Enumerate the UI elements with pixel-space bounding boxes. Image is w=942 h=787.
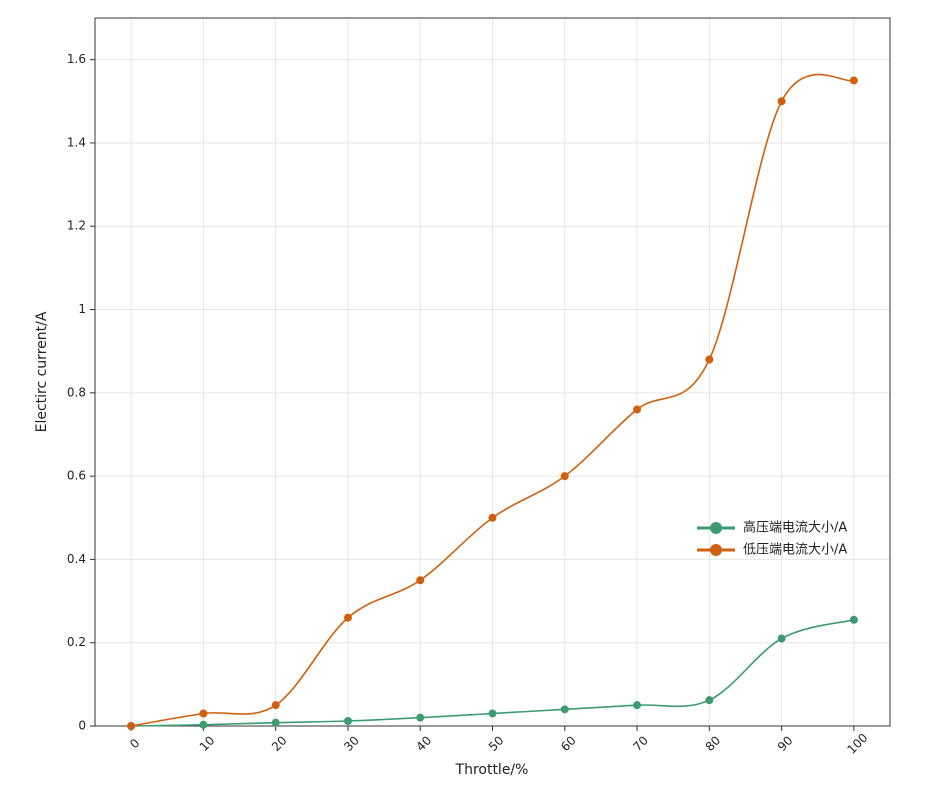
x-tick-label: 80 <box>703 733 724 754</box>
data-point <box>777 634 786 643</box>
data-point <box>849 76 858 85</box>
x-tick-label: 40 <box>414 733 435 754</box>
x-tick-label: 60 <box>558 733 579 754</box>
data-point <box>416 576 425 585</box>
data-point <box>488 513 497 522</box>
data-point <box>633 405 642 414</box>
data-point <box>199 709 208 718</box>
y-tick-label: 1.6 <box>67 52 86 66</box>
y-tick-label: 0.4 <box>67 552 86 566</box>
data-point <box>199 720 208 729</box>
data-point <box>416 713 425 722</box>
x-tick-label: 0 <box>127 736 142 751</box>
x-tick-label: 20 <box>269 733 290 754</box>
data-point <box>777 97 786 106</box>
y-tick-label: 0.8 <box>67 385 86 399</box>
y-tick-label: 1.4 <box>67 135 86 149</box>
x-tick-label: 10 <box>197 733 218 754</box>
plot-frame <box>94 17 891 727</box>
data-point <box>849 615 858 624</box>
data-point <box>343 717 352 726</box>
y-axis-title: Electirc current/A <box>34 311 50 432</box>
y-tick-label: 1.2 <box>67 219 86 233</box>
x-tick-label: 30 <box>341 733 362 754</box>
y-tick-label: 0.2 <box>67 635 86 649</box>
legend-marker <box>710 544 722 556</box>
x-tick-label: 50 <box>486 733 507 754</box>
y-tick-label: 0.6 <box>67 469 86 483</box>
data-point <box>343 613 352 622</box>
x-tick-label: 90 <box>775 733 796 754</box>
x-tick-label: 70 <box>630 733 651 754</box>
data-point <box>560 705 569 714</box>
y-tick-label: 0 <box>78 719 86 733</box>
data-point <box>271 718 280 727</box>
x-tick-label: 100 <box>844 731 870 757</box>
data-point <box>560 472 569 481</box>
y-tick-label: 1 <box>78 302 86 316</box>
data-point <box>271 701 280 710</box>
legend-marker <box>710 522 722 534</box>
x-axis-title: Throttle/% <box>455 762 529 778</box>
data-point <box>127 722 136 730</box>
data-point <box>705 696 714 705</box>
data-point <box>705 355 714 364</box>
legend-label: 高压端电流大小/A <box>743 520 847 536</box>
data-point <box>488 709 497 718</box>
legend-label: 低压端电流大小/A <box>743 543 847 558</box>
data-point <box>633 701 642 710</box>
